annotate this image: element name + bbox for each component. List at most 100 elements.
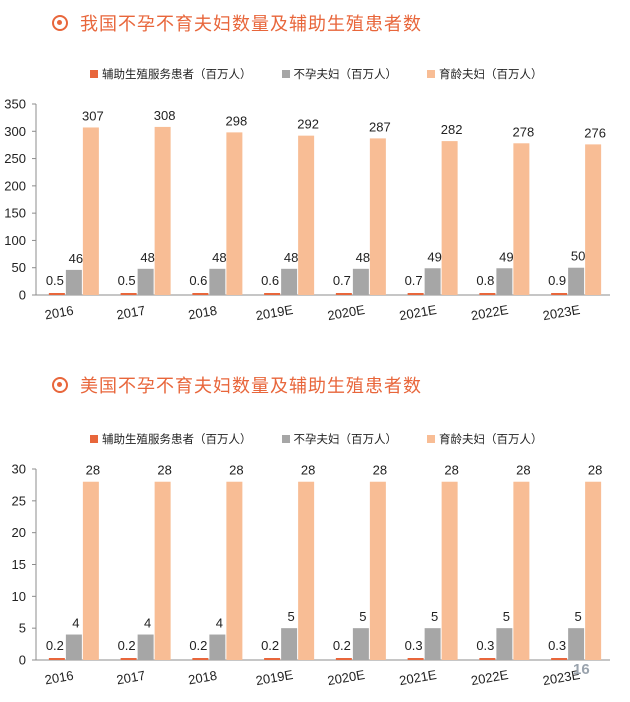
legend-swatch	[281, 435, 290, 443]
data-label: 5	[503, 609, 510, 624]
bar-fertile	[585, 481, 602, 660]
data-label: 0.3	[405, 638, 423, 653]
bar-art	[551, 658, 568, 660]
data-label: 28	[444, 463, 458, 478]
target-bullet-icon	[52, 15, 68, 31]
bar-fertile	[154, 481, 171, 660]
legend-item-art: 辅助生殖服务患者（百万人）	[90, 431, 252, 447]
x-tick-label: 2021E	[398, 667, 438, 688]
legend-label: 辅助生殖服务患者（百万人）	[102, 432, 252, 446]
data-label: 0.5	[118, 273, 136, 288]
bar-fertile	[513, 481, 530, 660]
data-label: 287	[369, 119, 391, 134]
bar-art	[264, 293, 281, 295]
bar-art	[120, 658, 137, 660]
bar-art	[479, 658, 496, 660]
data-label: 298	[226, 113, 248, 128]
x-tick-label: 2017	[115, 303, 146, 323]
y-tick-label: 50	[12, 260, 26, 275]
target-bullet-icon	[52, 377, 68, 393]
bar-fertile	[226, 132, 243, 295]
bar-infertile	[209, 268, 226, 295]
y-tick-label: 20	[12, 525, 26, 540]
data-label: 307	[82, 108, 104, 123]
bar-infertile	[496, 268, 513, 295]
data-label: 48	[212, 250, 226, 265]
bar-fertile	[441, 481, 458, 660]
data-label: 278	[513, 124, 535, 139]
data-label: 5	[288, 609, 295, 624]
legend-swatch	[90, 435, 98, 443]
bar-art	[120, 293, 137, 295]
data-label: 28	[157, 463, 171, 478]
legend-swatch	[427, 70, 435, 78]
data-label: 0.2	[46, 638, 64, 653]
y-tick-label: 30	[12, 462, 26, 477]
x-tick-label: 2016	[44, 303, 75, 323]
bar-fertile	[298, 481, 315, 660]
legend-label: 辅助生殖服务患者（百万人）	[102, 67, 252, 81]
data-label: 28	[516, 463, 530, 478]
x-tick-label: 2021E	[398, 302, 438, 323]
y-tick-label: 100	[4, 233, 26, 248]
page-number: 16	[573, 661, 590, 678]
data-label: 49	[499, 249, 513, 264]
x-tick-label: 2023E	[542, 302, 582, 323]
bar-fertile	[369, 481, 386, 660]
bar-infertile	[209, 634, 226, 660]
data-label: 28	[86, 463, 100, 478]
bar-art	[48, 658, 65, 660]
data-label: 48	[356, 250, 370, 265]
data-label: 0.7	[333, 273, 351, 288]
bar-chart-china: 0 50 100 150 200 250 300 350 0.5 46 307 2016 0.5 48 30…	[4, 97, 610, 323]
bar-art	[407, 293, 424, 295]
data-label: 0.2	[261, 638, 279, 653]
x-tick-label: 2020E	[326, 302, 366, 323]
y-tick-label: 250	[4, 151, 26, 166]
bar-art	[48, 293, 65, 295]
bar-infertile	[65, 269, 82, 295]
x-tick-label: 2016	[44, 668, 75, 688]
data-label: 282	[441, 122, 463, 137]
data-label: 0.3	[548, 638, 566, 653]
bar-infertile	[352, 628, 369, 660]
bar-infertile	[352, 268, 369, 295]
bar-infertile	[65, 634, 82, 660]
x-tick-label: 2022E	[470, 302, 510, 323]
data-label: 48	[284, 250, 298, 265]
bar-art	[264, 658, 281, 660]
legend-label: 不孕夫妇（百万人）	[293, 432, 398, 446]
bar-fertile	[369, 138, 386, 295]
y-tick-label: 25	[12, 493, 26, 508]
data-label: 0.2	[118, 638, 136, 653]
data-label: 28	[229, 463, 243, 478]
legend-item-art: 辅助生殖服务患者（百万人）	[90, 66, 252, 82]
bar-infertile	[424, 268, 441, 295]
data-label: 49	[427, 249, 441, 264]
legend-item-fertile: 育龄夫妇（百万人）	[427, 66, 543, 82]
data-label: 0.2	[189, 638, 207, 653]
legend-swatch	[281, 70, 290, 78]
bar-chart-usa: 0 5 10 15 20 25 30 0.2 4 28 2016 0.2 4 28 2017 0.2 4 28 20…	[12, 462, 610, 688]
y-tick-label: 0	[19, 653, 26, 668]
bar-fertile	[154, 126, 171, 295]
bar-infertile	[424, 628, 441, 660]
y-tick-label: 300	[4, 124, 26, 139]
bar-art	[335, 293, 352, 295]
chart-legend: 辅助生殖服务患者（百万人） 不孕夫妇（百万人） 育龄夫妇（百万人）	[90, 431, 573, 447]
data-label: 28	[373, 463, 387, 478]
bar-art	[407, 658, 424, 660]
bar-fertile	[298, 135, 315, 295]
x-tick-label: 2018	[187, 668, 218, 688]
chart-header-usa: 美国不孕不育夫妇数量及辅助生殖患者数	[52, 370, 422, 400]
legend-label: 育龄夫妇（百万人）	[439, 432, 543, 446]
x-tick-label: 2018	[187, 303, 218, 323]
legend-label: 不孕夫妇（百万人）	[293, 67, 398, 81]
data-label: 0.5	[46, 273, 64, 288]
data-label: 5	[575, 609, 582, 624]
legend-item-infertile: 不孕夫妇（百万人）	[281, 66, 398, 82]
data-label: 308	[154, 108, 176, 123]
bar-fertile	[82, 127, 99, 295]
data-label: 0.8	[476, 273, 494, 288]
data-label: 4	[72, 616, 79, 631]
